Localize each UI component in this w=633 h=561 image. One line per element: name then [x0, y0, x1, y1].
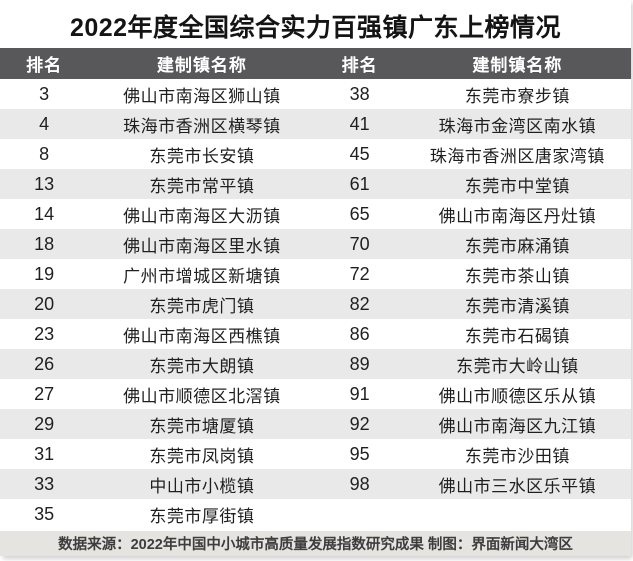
rank-left-cell: 35: [34, 503, 55, 524]
town-left-cell: 佛山市南海区里水镇: [123, 236, 281, 256]
town-right-cell: 东莞市茶山镇: [464, 266, 570, 286]
table-row: 33 中山市小榄镇 98 佛山市三水区乐平镇: [0, 469, 631, 499]
table-row: 18 佛山市南海区里水镇 70 东莞市麻涌镇: [0, 229, 631, 259]
table-header-row: 排名 建制镇名称 排名 建制镇名称: [0, 48, 631, 79]
rank-left-cell: 26: [34, 353, 55, 374]
town-right-cell: 东莞市寮步镇: [464, 86, 570, 106]
town-right-cell: 珠海市香洲区唐家湾镇: [429, 146, 605, 166]
rank-right-cell: 86: [349, 323, 370, 344]
table-row: 26 东莞市大朗镇 89 东莞市大岭山镇: [0, 349, 631, 379]
table-row: 20 东莞市虎门镇 82 东莞市清溪镇: [0, 289, 631, 319]
table-body: 3 佛山市南海区狮山镇 38 东莞市寮步镇 4 珠海市香洲区横琴镇 41 珠海市…: [0, 79, 631, 529]
rank-left-cell: 3: [39, 83, 50, 104]
town-right-cell: 东莞市清溪镇: [464, 296, 570, 316]
table-row: 19 广州市增城区新塘镇 72 东莞市茶山镇: [0, 259, 631, 289]
rank-right-cell: 82: [349, 293, 370, 314]
town-left-cell: 东莞市长安镇: [149, 146, 255, 166]
table-row: 23 佛山市南海区西樵镇 86 东莞市石碣镇: [0, 319, 631, 349]
town-right-cell: 东莞市石碣镇: [464, 326, 570, 346]
town-right-cell: 佛山市南海区九江镇: [438, 416, 597, 436]
rank-left-cell: 4: [39, 113, 50, 134]
town-right-cell: 佛山市南海区丹灶镇: [438, 206, 597, 226]
rank-left-cell: 23: [34, 323, 55, 344]
header-rank-right: 排名: [341, 56, 378, 75]
rank-right-cell: 65: [349, 203, 370, 224]
town-left-cell: 东莞市厚街镇: [149, 506, 255, 526]
page-title: 2022年度全国综合实力百强镇广东上榜情况: [69, 14, 562, 42]
town-left-cell: 珠海市香洲区横琴镇: [123, 116, 281, 136]
town-left-cell: 东莞市虎门镇: [149, 296, 255, 316]
header-town-left: 建制镇名称: [156, 56, 247, 75]
town-right-cell: 珠海市金湾区南水镇: [438, 116, 597, 136]
town-left-cell: 佛山市南海区西樵镇: [123, 326, 281, 346]
town-left-cell: 东莞市常平镇: [149, 176, 255, 196]
rank-left-cell: 19: [34, 263, 55, 284]
table-row: 4 珠海市香洲区横琴镇 41 珠海市金湾区南水镇: [0, 109, 631, 139]
table-row: 31 东莞市凤岗镇 95 东莞市沙田镇: [0, 439, 631, 469]
town-left-cell: 中山市小榄镇: [149, 476, 255, 496]
rank-left-cell: 14: [34, 203, 55, 224]
rank-right-cell: 41: [349, 113, 370, 134]
town-right-cell: 佛山市三水区乐平镇: [438, 476, 597, 496]
rank-right-cell: 38: [349, 83, 370, 104]
town-left-cell: 佛山市南海区狮山镇: [123, 86, 281, 106]
rank-right-cell: 45: [349, 143, 370, 164]
rank-right-cell: 91: [349, 383, 370, 404]
town-right-cell: 东莞市沙田镇: [464, 446, 570, 466]
rank-left-cell: 18: [34, 233, 55, 254]
rank-right-cell: 92: [349, 413, 370, 434]
town-right-cell: 东莞市中堂镇: [464, 176, 570, 196]
rank-right-cell: 89: [349, 353, 370, 374]
rank-right-cell: 98: [349, 473, 370, 494]
rank-right-cell: 95: [349, 443, 370, 464]
town-left-cell: 东莞市大朗镇: [149, 356, 255, 376]
rank-left-cell: 13: [34, 173, 55, 194]
rank-right-cell: 61: [349, 173, 370, 194]
rank-right-cell: 70: [349, 233, 370, 254]
table-row: 14 佛山市南海区大沥镇 65 佛山市南海区丹灶镇: [0, 199, 631, 229]
town-left-cell: 广州市增城区新塘镇: [123, 266, 281, 286]
town-left-cell: 东莞市凤岗镇: [149, 446, 255, 466]
table-row: 8 东莞市长安镇 45 珠海市香洲区唐家湾镇: [0, 139, 631, 169]
header-town-right: 建制镇名称: [472, 56, 563, 75]
title-bar: 2022年度全国综合实力百强镇广东上榜情况: [0, 0, 631, 48]
table-row: 27 佛山市顺德区北滘镇 91 佛山市顺德区乐从镇: [0, 379, 631, 409]
town-left-cell: 佛山市顺德区北滘镇: [123, 386, 281, 406]
rank-right-cell: 72: [349, 263, 370, 284]
footer-bar: 数据来源：2022年中国中小城市高质量发展指数研究成果 制图：界面新闻大湾区: [0, 531, 631, 556]
town-right-cell: 佛山市顺德区乐从镇: [438, 386, 597, 406]
header-rank-left: 排名: [26, 56, 63, 75]
rank-left-cell: 29: [34, 413, 55, 434]
table-row: 13 东莞市常平镇 61 东莞市中堂镇: [0, 169, 631, 199]
rank-left-cell: 20: [34, 293, 55, 314]
rank-left-cell: 33: [34, 473, 55, 494]
data-source-credit: 数据来源：2022年中国中小城市高质量发展指数研究成果 制图：界面新闻大湾区: [58, 537, 573, 553]
rank-left-cell: 27: [34, 383, 55, 404]
rank-left-cell: 31: [34, 443, 55, 464]
rank-left-cell: 8: [39, 143, 50, 164]
town-right-cell: 东莞市麻涌镇: [464, 236, 570, 256]
table-row: 35 东莞市厚街镇: [0, 499, 631, 529]
town-left-cell: 东莞市塘厦镇: [149, 416, 255, 436]
table-row: 29 东莞市塘厦镇 92 佛山市南海区九江镇: [0, 409, 631, 439]
town-left-cell: 佛山市南海区大沥镇: [123, 206, 281, 226]
footer-spacer: [0, 529, 631, 531]
table-row: 3 佛山市南海区狮山镇 38 东莞市寮步镇: [0, 79, 631, 109]
town-right-cell: 东莞市大岭山镇: [456, 356, 579, 376]
